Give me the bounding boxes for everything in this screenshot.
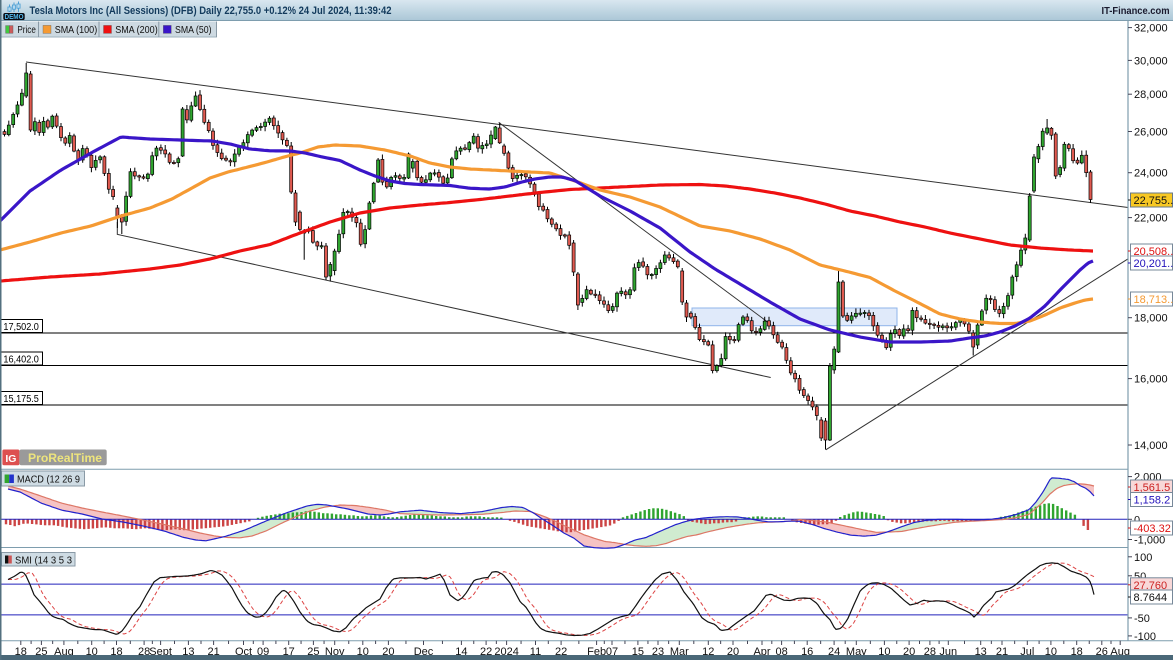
svg-text:Tesla Motors Inc (All Sessions: Tesla Motors Inc (All Sessions) (DFB) Da… [30, 5, 392, 17]
svg-text:17,502.0: 17,502.0 [3, 322, 39, 333]
svg-text:16,402.0: 16,402.0 [3, 354, 39, 365]
svg-text:SMA (100): SMA (100) [55, 24, 97, 36]
svg-text:100: 100 [1134, 552, 1152, 564]
svg-text:22,000: 22,000 [1134, 213, 1168, 225]
svg-text:-403.32: -403.32 [1134, 523, 1171, 535]
svg-text:ProRealTime: ProRealTime [28, 453, 102, 465]
svg-text:SMI (14 3 5 3: SMI (14 3 5 3 [15, 555, 72, 566]
svg-text:24,000: 24,000 [1134, 168, 1168, 180]
svg-text:26,000: 26,000 [1134, 127, 1168, 139]
svg-text:15,175.5: 15,175.5 [3, 394, 39, 405]
svg-text:30,000: 30,000 [1134, 55, 1168, 67]
svg-text:IT-Finance.com: IT-Finance.com [1102, 5, 1170, 17]
svg-text:Price: Price [17, 24, 36, 36]
svg-text:SMA (200): SMA (200) [115, 24, 158, 36]
svg-text:8.7644: 8.7644 [1134, 592, 1168, 604]
svg-text:DEMO: DEMO [5, 14, 25, 21]
svg-text:14,000: 14,000 [1134, 440, 1168, 452]
svg-text:18,713..: 18,713.. [1134, 294, 1173, 306]
svg-text:MACD (12 26 9: MACD (12 26 9 [17, 474, 80, 485]
svg-text:28,000: 28,000 [1134, 89, 1168, 101]
svg-text:-1,000: -1,000 [1134, 535, 1165, 547]
svg-text:20,201..: 20,201.. [1134, 258, 1173, 270]
svg-text:16,000: 16,000 [1134, 374, 1168, 386]
svg-text:SMA (50): SMA (50) [175, 24, 212, 36]
svg-text:-50: -50 [1134, 613, 1150, 625]
svg-text:-100: -100 [1134, 631, 1156, 643]
svg-text:1,158.2: 1,158.2 [1134, 495, 1171, 507]
svg-text:32,000: 32,000 [1134, 23, 1168, 35]
svg-text:IG: IG [5, 453, 16, 465]
svg-text:22,755..: 22,755.. [1134, 195, 1173, 207]
svg-text:18,000: 18,000 [1134, 313, 1168, 325]
